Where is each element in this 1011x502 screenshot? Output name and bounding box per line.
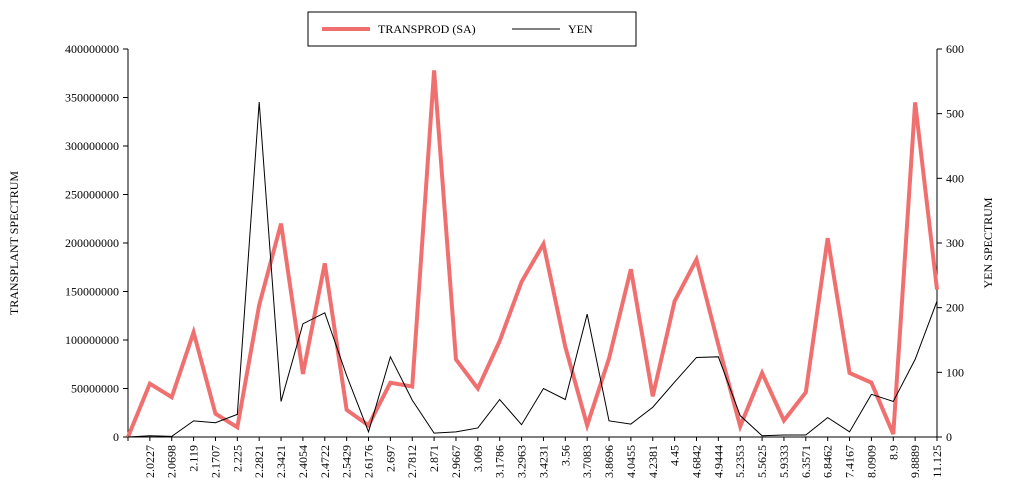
y-tick-label: 250000000 (65, 188, 119, 202)
x-tick-label: 3.8696 (602, 445, 616, 478)
y2-axis-title: YEN SPECTRUM (981, 197, 995, 288)
x-tick-label: 3.1786 (493, 445, 507, 478)
x-tick-label: 9.8889 (908, 445, 922, 478)
y-tick-label: 200000000 (65, 236, 119, 250)
y2-tick-label: 500 (946, 107, 964, 121)
y-tick-label: 100000000 (65, 333, 119, 347)
x-tick-label: 3.4231 (536, 445, 550, 478)
x-tick-label: 3.56 (558, 445, 572, 466)
y2-tick-label: 200 (946, 301, 964, 315)
y-tick-label: 300000000 (65, 139, 119, 153)
x-tick-label: 2.2821 (252, 445, 266, 478)
y-tick-label: 400000000 (65, 42, 119, 56)
x-tick-label: 2.225 (230, 445, 244, 472)
x-tick-label: 2.5429 (340, 445, 354, 478)
y2-tick-label: 300 (946, 236, 964, 250)
x-tick-label: 5.5625 (755, 445, 769, 478)
x-tick-label: 2.9667 (449, 445, 463, 478)
x-tick-label: 8.9 (886, 445, 900, 460)
x-tick-label: 2.4722 (318, 445, 332, 478)
y2-tick-label: 600 (946, 42, 964, 56)
x-tick-label: 3.069 (471, 445, 485, 472)
data-line (127, 101, 938, 438)
legend-label: YEN (568, 22, 593, 36)
x-tick-label: 2.3421 (274, 445, 288, 478)
data-line (126, 70, 939, 438)
x-tick-label: 2.871 (427, 445, 441, 472)
x-tick-label: 7.4167 (843, 445, 857, 478)
x-tick-label: 2.0227 (143, 445, 157, 478)
x-tick-label: 3.2963 (515, 445, 529, 478)
x-tick-label: 6.8462 (821, 445, 835, 478)
x-tick-label: 2.119 (187, 445, 201, 472)
x-tick-label: 2.697 (383, 445, 397, 472)
x-tick-label: 11.125 (930, 445, 944, 478)
x-tick-label: 3.7083 (580, 445, 594, 478)
y-tick-label: 150000000 (65, 285, 119, 299)
x-tick-label: 2.0698 (165, 445, 179, 478)
legend-label: TRANSPROD (SA) (378, 22, 476, 36)
y2-tick-label: 400 (946, 171, 964, 185)
x-tick-label: 2.6176 (362, 445, 376, 478)
y-tick-label: 350000000 (65, 91, 119, 105)
x-tick-label: 4.9444 (711, 445, 725, 478)
x-tick-label: 4.45 (668, 445, 682, 466)
x-tick-label: 4.6842 (689, 445, 703, 478)
x-tick-label: 2.1707 (208, 445, 222, 478)
x-tick-label: 4.0455 (624, 445, 638, 478)
y-axis-title: TRANSPLANT SPECTRUM (7, 171, 21, 315)
y-tick-label: 0 (113, 430, 119, 444)
x-tick-label: 8.0909 (864, 445, 878, 478)
x-tick-label: 5.9333 (777, 445, 791, 478)
x-tick-label: 2.4054 (296, 445, 310, 478)
x-tick-label: 2.7812 (405, 445, 419, 478)
y2-tick-label: 100 (946, 365, 964, 379)
x-tick-label: 6.3571 (799, 445, 813, 478)
x-tick-label: 5.2353 (733, 445, 747, 478)
x-tick-label: 4.2381 (646, 445, 660, 478)
y-tick-label: 50000000 (71, 382, 119, 396)
y2-tick-label: 0 (946, 430, 952, 444)
